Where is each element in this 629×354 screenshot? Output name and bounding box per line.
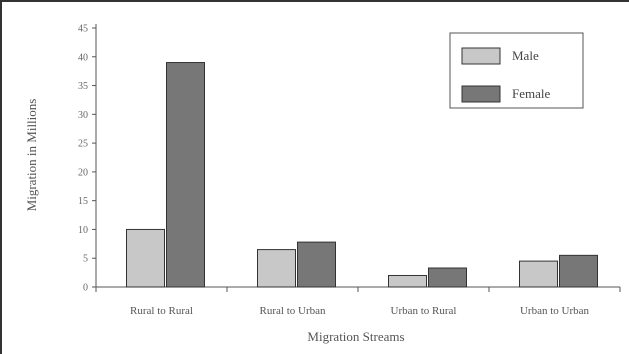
bar-male-1	[257, 249, 296, 288]
y-tick-label: 0	[83, 283, 88, 294]
y-axis-title: Migration in Millions	[24, 99, 39, 212]
bar-female-1	[297, 241, 336, 288]
bar-male-0	[126, 228, 165, 288]
x-axis: Rural to Rural Rural to Urban Urban to Rur…	[95, 286, 621, 317]
legend-label-male: Male	[512, 48, 539, 63]
y-tick-label: 30	[78, 110, 88, 121]
bar-male-3	[519, 260, 558, 288]
y-tick-label: 45	[78, 24, 88, 35]
x-category-label: Urban to Urban	[520, 305, 590, 317]
bar-male-2	[388, 274, 427, 288]
legend-swatch-female	[461, 85, 501, 103]
y-tick-label: 35	[78, 81, 88, 92]
legend-label-female: Female	[512, 86, 550, 101]
y-tick-label: 25	[78, 139, 88, 150]
x-category-label: Rural to Rural	[130, 305, 193, 317]
bars	[126, 62, 598, 288]
bar-female-3	[559, 254, 598, 288]
y-tick-label: 20	[78, 167, 88, 178]
bar-female-0	[166, 62, 205, 288]
bar-female-2	[428, 267, 467, 288]
y-tick-label: 15	[78, 196, 88, 207]
y-tick-label: 5	[83, 254, 88, 265]
x-category-label: Urban to Rural	[391, 305, 457, 317]
legend: Male Female	[449, 32, 584, 109]
y-tick-label: 10	[78, 225, 88, 236]
legend-swatch-male	[461, 47, 501, 65]
x-category-label: Rural to Urban	[260, 305, 326, 317]
y-tick-label: 40	[78, 52, 88, 63]
y-axis: 0 5 10 15 20 25 30 35 40 45	[78, 24, 97, 294]
x-axis-title: Migration Streams	[307, 329, 404, 344]
